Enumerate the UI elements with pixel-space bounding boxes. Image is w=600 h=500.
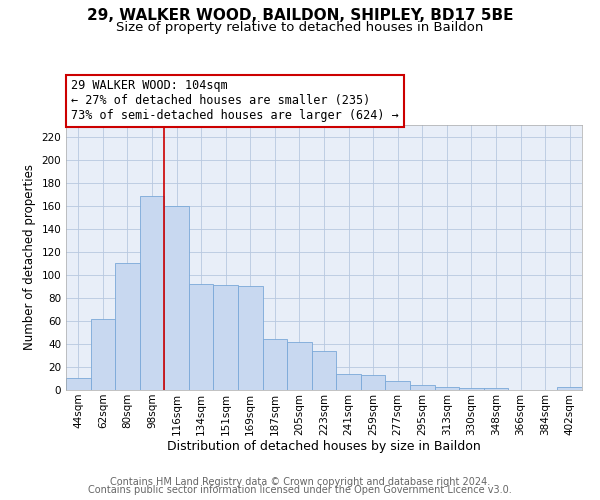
X-axis label: Distribution of detached houses by size in Baildon: Distribution of detached houses by size … [167, 440, 481, 454]
Bar [434, 386, 459, 390]
Text: Contains public sector information licensed under the Open Government Licence v3: Contains public sector information licen… [88, 485, 512, 495]
Y-axis label: Number of detached properties: Number of detached properties [23, 164, 36, 350]
Bar [66, 378, 91, 390]
Bar [484, 388, 508, 390]
Bar [238, 286, 263, 390]
Text: 29 WALKER WOOD: 104sqm
← 27% of detached houses are smaller (235)
73% of semi-de: 29 WALKER WOOD: 104sqm ← 27% of detached… [71, 80, 399, 122]
Text: Size of property relative to detached houses in Baildon: Size of property relative to detached ho… [116, 21, 484, 34]
Bar [263, 340, 287, 390]
Bar [361, 375, 385, 390]
Bar [312, 351, 336, 390]
Bar [140, 196, 164, 390]
Bar [287, 342, 312, 390]
Bar [410, 386, 434, 390]
Bar [91, 318, 115, 390]
Bar [115, 264, 140, 390]
Bar [164, 206, 189, 390]
Bar [189, 284, 214, 390]
Bar [557, 386, 582, 390]
Bar [214, 285, 238, 390]
Text: Contains HM Land Registry data © Crown copyright and database right 2024.: Contains HM Land Registry data © Crown c… [110, 477, 490, 487]
Bar [459, 388, 484, 390]
Bar [336, 374, 361, 390]
Text: 29, WALKER WOOD, BAILDON, SHIPLEY, BD17 5BE: 29, WALKER WOOD, BAILDON, SHIPLEY, BD17 … [87, 8, 513, 22]
Bar [385, 381, 410, 390]
